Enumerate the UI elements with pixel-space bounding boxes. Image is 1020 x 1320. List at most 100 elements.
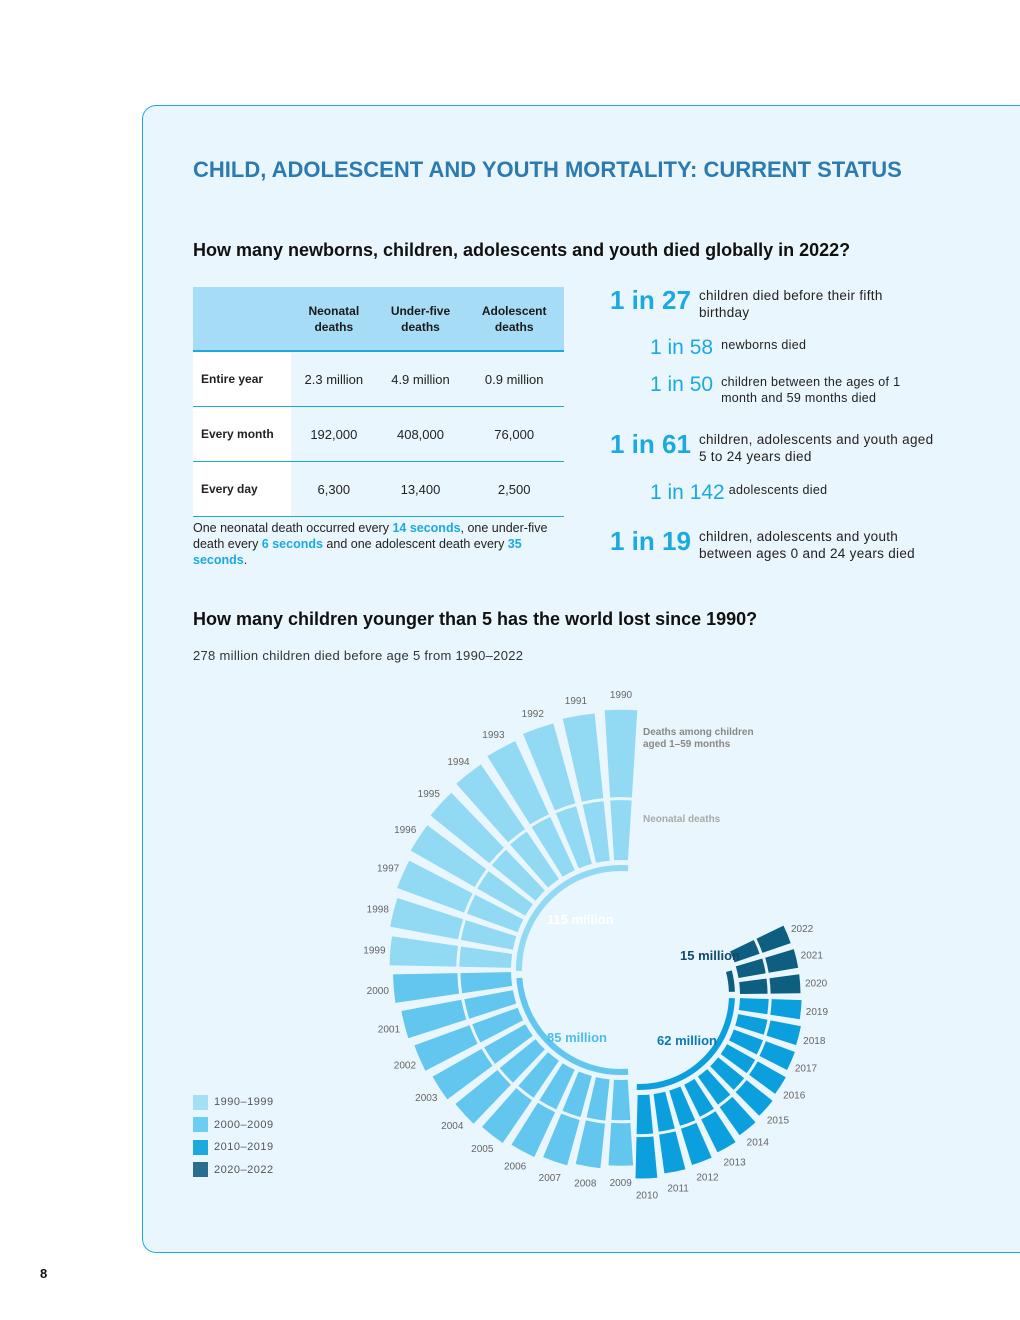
bar-postneonatal-2010 [635,1136,658,1179]
year-label-1997: 1997 [377,864,400,875]
bar-postneonatal-1992 [523,723,576,811]
stat-ratio: 1 in 58 [650,336,714,359]
bar-neonatal-2009 [611,1079,631,1121]
year-label-2003: 2003 [415,1093,438,1104]
table-row: Every month 192,000 408,000 76,000 [193,406,564,462]
year-label-1993: 1993 [482,730,505,741]
bar-postneonatal-2006 [511,1102,556,1157]
series-label-outer: Deaths among children aged 1–59 months [643,727,754,750]
decade-total-label: 115 million [547,912,614,927]
table-header-row: Neonatal deaths Under-five deaths Adoles… [193,287,564,351]
bar-neonatal-2015 [710,1057,745,1090]
stat-1-in-142: 1 in 142 adolescents died [650,482,827,504]
bar-postneonatal-2021 [765,949,799,973]
year-label-2020: 2020 [805,979,828,990]
chart-subtitle: 278 million children died before age 5 f… [193,648,524,663]
stat-1-in-58: 1 in 58 newborns died [650,337,806,359]
stat-ratio: 1 in 50 [650,373,714,396]
year-label-1990: 1990 [610,690,633,701]
arc-2010s [636,998,735,1090]
table-corner [193,287,291,351]
bar-postneonatal-1997 [397,860,473,913]
stat-ratio: 1 in 142 [650,481,725,504]
chart-legend: 1990–1999 2000–2009 2010–2019 2020–2022 [193,1091,274,1181]
bar-postneonatal-2017 [759,1041,795,1070]
table-row: Entire year 2.3 million 4.9 million 0.9 … [193,350,564,407]
bar-postneonatal-2019 [770,999,802,1020]
note-highlight: 6 seconds [261,537,323,551]
bar-neonatal-2014 [697,1069,731,1105]
bar-postneonatal-2005 [482,1088,532,1143]
year-label-2013: 2013 [723,1158,746,1169]
bar-postneonatal-2016 [749,1061,786,1094]
bar-postneonatal-1990 [604,709,638,798]
bar-postneonatal-1994 [456,764,525,843]
bar-postneonatal-2022 [756,925,791,953]
bar-postneonatal-2001 [401,999,467,1039]
bar-postneonatal-2000 [393,973,460,1003]
year-label-1994: 1994 [447,757,470,768]
col-header-neonatal: Neonatal deaths [291,287,377,351]
year-label-2002: 2002 [394,1061,417,1072]
table-cell: 2,500 [464,461,564,517]
bar-postneonatal-2009 [608,1122,634,1166]
year-label-2010: 2010 [636,1190,659,1201]
year-label-2019: 2019 [806,1007,829,1018]
series-label-inner: Neonatal deaths [643,814,721,825]
table-row: Every day 6,300 13,400 2,500 [193,461,564,517]
bar-postneonatal-2004 [455,1070,511,1124]
stat-text: children died before their fifth birthda… [698,288,883,320]
col-header-under-five: Under-five deaths [376,287,465,351]
year-label-2006: 2006 [504,1161,527,1172]
legend-item: 2000–2009 [193,1114,274,1137]
note-text: , one under-five death every [193,521,548,551]
row-label: Entire year [193,350,291,407]
bar-neonatal-1997 [467,894,524,933]
question-heading-2022: How many newborns, children, adolescents… [193,240,851,260]
bar-neonatal-2010 [636,1094,654,1135]
legend-item: 2010–2019 [193,1136,274,1159]
bar-neonatal-2012 [669,1086,696,1126]
bar-neonatal-1999 [459,946,513,968]
note-highlight: 14 seconds [392,521,461,535]
note-text: . [243,553,248,567]
table-cell: 13,400 [376,461,465,517]
decade-arcs [515,864,735,1090]
year-label-1999: 1999 [363,945,386,956]
mortality-table: Neonatal deaths Under-five deaths Adoles… [193,287,564,517]
year-label-1991: 1991 [565,696,588,707]
year-label-2008: 2008 [574,1178,597,1189]
decade-total-label: 62 million [657,1033,717,1048]
bar-neonatal-1990 [610,800,632,861]
question-heading-since-1990: How many children younger than 5 has the… [193,609,758,629]
year-label-2001: 2001 [378,1025,401,1036]
note-highlight: 35 seconds [193,537,522,567]
stat-text: newborns died [721,338,807,352]
stat-1-in-27: 1 in 27 children died before their fifth… [610,287,899,321]
bar-postneonatal-2013 [701,1111,736,1153]
bar-postneonatal-2008 [575,1120,605,1169]
year-labels: 1990 1991 1992 1993 1994 1995 1996 1997 1998 1999… [363,690,828,1202]
bar-neonatal-2013 [684,1078,714,1117]
series-label-outer-line: Deaths among children [643,727,754,738]
bar-neonatal-2016 [720,1044,756,1074]
row-label: Every day [193,461,291,517]
bar-neonatal-2003 [484,1024,533,1064]
bar-neonatal-1993 [531,816,575,877]
bar-neonatal-2019 [738,998,769,1015]
bar-neonatal-2007 [562,1071,592,1118]
legend-swatch [193,1162,208,1178]
legend-swatch [193,1117,208,1133]
bar-postneonatal-2003 [432,1048,493,1100]
year-label-2007: 2007 [539,1173,562,1184]
bar-postneonatal-1998 [390,898,464,940]
bar-neonatal-1991 [582,801,610,863]
bar-postneonatal-2007 [543,1113,580,1166]
stat-text: children between the ages of 1 month and… [721,375,901,405]
stat-text: children, adolescents and youth between … [698,529,915,561]
year-label-2014: 2014 [747,1138,770,1149]
bar-neonatal-1998 [460,920,517,950]
bar-postneonatal-2018 [766,1020,801,1046]
bar-postneonatal-1999 [389,936,458,967]
note-text: and one adolescent death every [322,537,508,551]
